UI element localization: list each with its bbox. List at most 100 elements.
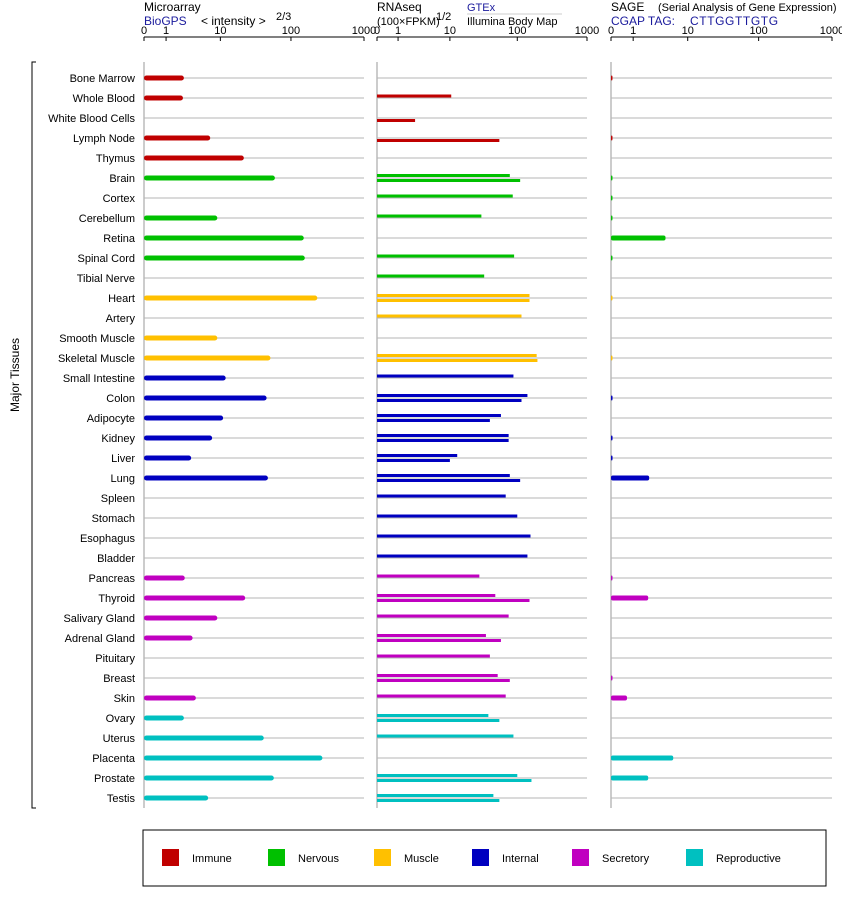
tissue-row-salivary-gland: Salivary Gland: [63, 613, 832, 625]
rnaseq-ibm-bar: [377, 419, 490, 422]
tissue-row-heart: Heart: [108, 293, 832, 305]
legend-swatch: [686, 849, 703, 866]
legend-swatch: [472, 849, 489, 866]
rnaseq-gtex-bar: [377, 94, 452, 98]
tissue-label: Cortex: [103, 193, 136, 205]
tissue-label: Breast: [103, 673, 135, 685]
microarray-bar: [144, 95, 183, 101]
sage-bar: [611, 195, 613, 201]
tissue-row-small-intestine: Small Intestine: [63, 373, 832, 385]
microarray-bar: [144, 695, 196, 701]
tissue-label: Bone Marrow: [70, 73, 135, 85]
microarray-bar: [144, 735, 264, 741]
microarray-bar: [144, 395, 267, 401]
microarray-tick-label: 0: [141, 25, 147, 37]
microarray-bar: [144, 355, 271, 361]
rnaseq-ibm-bar: [377, 779, 532, 782]
tissue-row-ovary: Ovary: [106, 713, 832, 725]
tissue-row-lymph-node: Lymph Node: [73, 133, 832, 145]
sage-bar: [611, 435, 613, 441]
microarray-bar: [144, 375, 226, 381]
rnaseq-ibm-bar: [377, 679, 510, 682]
sage-bar: [611, 675, 613, 681]
tissue-row-stomach: Stomach: [92, 513, 832, 525]
rnaseq-gtex-bar: [377, 634, 486, 637]
rnaseq-gtex-bar: [377, 514, 518, 518]
microarray-bar: [144, 295, 318, 301]
tissue-label: Kidney: [101, 433, 135, 445]
tissue-row-smooth-muscle: Smooth Muscle: [59, 333, 832, 345]
rnaseq-gtex-bar: [377, 374, 514, 378]
rnaseq-gtex-bar: [377, 774, 518, 777]
sage-bar: [611, 295, 613, 301]
microarray-tick-label: 1: [163, 25, 169, 37]
sage-bar: [611, 775, 649, 781]
rnaseq-gtex-bar: [377, 314, 522, 318]
microarray-tick-label: 100: [282, 25, 300, 37]
microarray-bar: [144, 215, 218, 221]
tissue-label: Stomach: [92, 513, 135, 525]
rnaseq-gtex-bar: [377, 174, 510, 177]
tissue-label: Adrenal Gland: [65, 633, 135, 645]
microarray-source: BioGPS: [144, 14, 187, 28]
microarray-bar: [144, 775, 274, 781]
rnaseq-ibm-bar: [377, 119, 416, 122]
sage-bar: [611, 75, 613, 81]
rnaseq-gtex-bar: [377, 474, 510, 477]
sage-tick-label: 1: [630, 25, 636, 37]
microarray-bar: [144, 595, 246, 601]
rnaseq-ibm-bar: [377, 599, 530, 602]
rnaseq-gtex-bar: [377, 354, 537, 357]
rnaseq-gtex-bar: [377, 714, 489, 717]
tissue-label: Adipocyte: [87, 413, 135, 425]
tissue-label: Pancreas: [89, 573, 136, 585]
sage-tick-label: 1000: [820, 25, 842, 37]
tissue-row-prostate: Prostate: [94, 773, 832, 785]
y-axis-label: Major Tissues: [8, 338, 22, 412]
tissue-row-skeletal-muscle: Skeletal Muscle: [58, 353, 832, 365]
tissue-row-testis: Testis: [107, 793, 832, 805]
microarray-bar: [144, 755, 323, 761]
rnaseq-tick-label: 0: [374, 25, 380, 37]
legend-label: Nervous: [298, 853, 339, 865]
tissue-label: Thymus: [96, 153, 136, 165]
rnaseq-source-gtex: GTEx: [467, 2, 496, 14]
sage-bar: [611, 475, 650, 481]
tissue-label: Heart: [108, 293, 135, 305]
tissue-label: Ovary: [106, 713, 136, 725]
sage-subtitle: (Serial Analysis of Gene Expression): [658, 2, 837, 14]
microarray-scale-note: < intensity >: [201, 14, 266, 28]
tissue-row-kidney: Kidney: [101, 433, 832, 445]
tissue-row-bone-marrow: Bone Marrow: [70, 73, 832, 85]
rnaseq-gtex-bar: [377, 454, 458, 457]
legend-item-immune: Immune: [162, 849, 232, 866]
sage-bar: [611, 175, 613, 181]
tissue-label: Salivary Gland: [63, 613, 135, 625]
rnaseq-ibm-bar: [377, 139, 500, 142]
microarray-bar: [144, 415, 224, 421]
legend-label: Internal: [502, 853, 539, 865]
rnaseq-gtex-bar: [377, 554, 528, 558]
rnaseq-gtex-bar: [377, 794, 494, 797]
rnaseq-ibm-bar: [377, 439, 509, 442]
legend-item-secretory: Secretory: [572, 849, 650, 866]
tissue-row-adipocyte: Adipocyte: [87, 413, 832, 425]
sage-tag: CTTGGTTGTG: [690, 14, 779, 28]
microarray-bar: [144, 455, 192, 461]
tissue-label: Spleen: [101, 493, 135, 505]
legend-label: Immune: [192, 853, 232, 865]
microarray-scale-exponent: 2/3: [276, 11, 291, 23]
tissue-label: Liver: [111, 453, 135, 465]
rnaseq-ibm-bar: [377, 299, 530, 302]
tissue-row-adrenal-gland: Adrenal Gland: [65, 633, 832, 645]
legend-swatch: [162, 849, 179, 866]
tissue-row-thyroid: Thyroid: [98, 593, 832, 605]
sage-axis: 0 1 10 100 1000: [608, 25, 842, 808]
microarray-bar: [144, 615, 218, 621]
tissue-row-esophagus: Esophagus: [80, 533, 832, 545]
microarray-bar: [144, 155, 244, 161]
rnaseq-gtex-bar: [377, 674, 498, 677]
legend-label: Reproductive: [716, 853, 781, 865]
tissue-label: Colon: [106, 393, 135, 405]
legend-item-muscle: Muscle: [374, 849, 439, 866]
